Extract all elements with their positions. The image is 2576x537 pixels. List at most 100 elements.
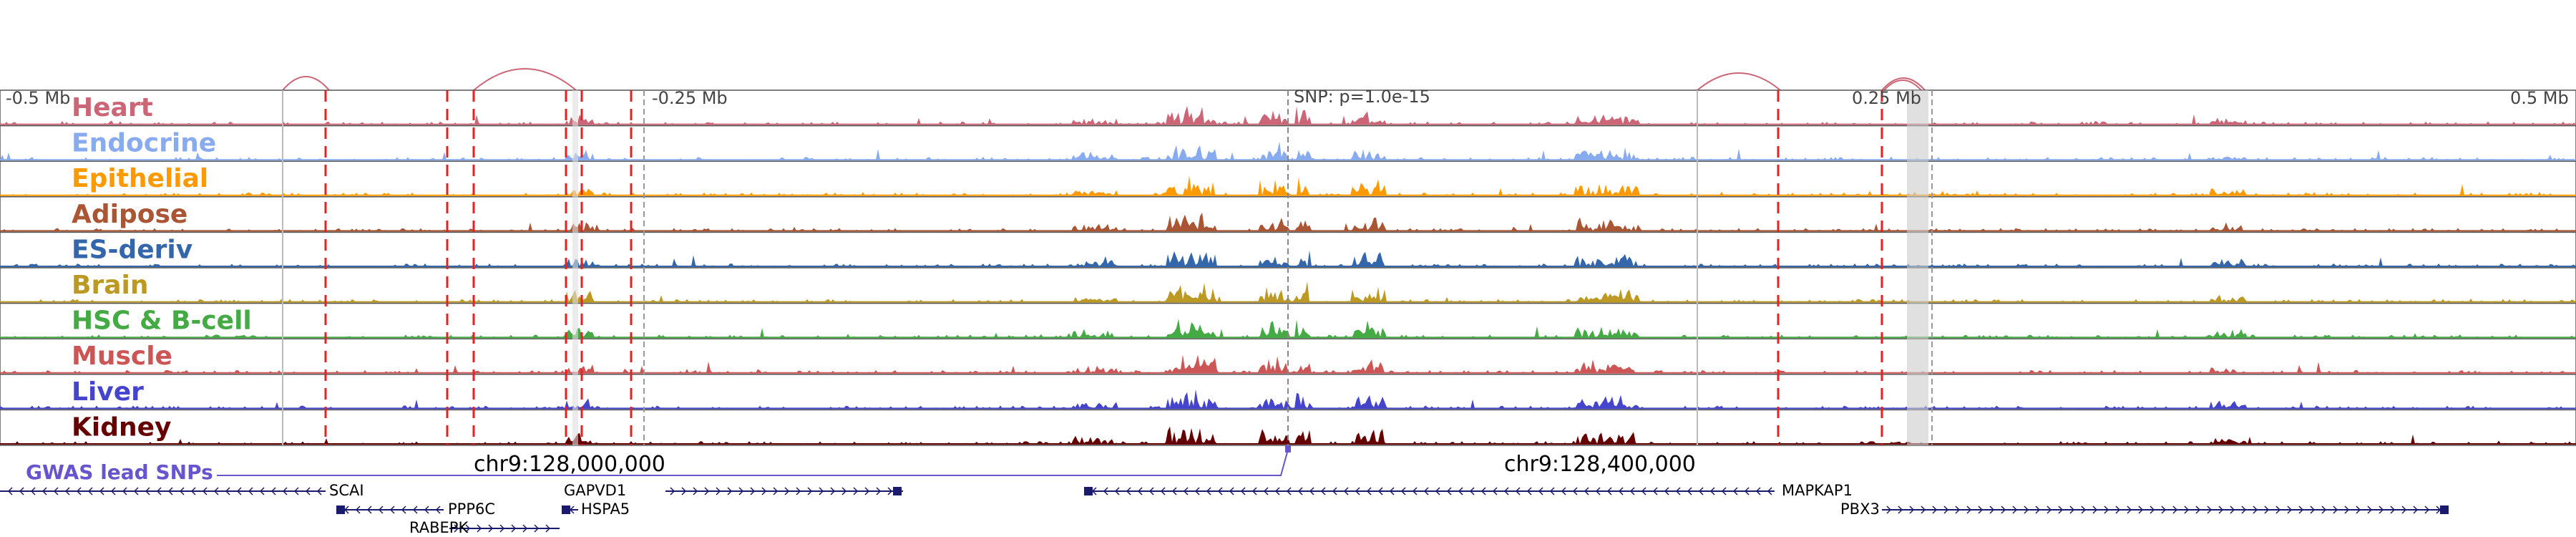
strand-arrow — [1698, 487, 1704, 495]
strand-arrow — [1171, 487, 1177, 495]
strand-arrow — [1206, 487, 1211, 495]
strand-arrow — [7, 487, 13, 495]
strand-arrow — [1955, 505, 1961, 514]
strand-arrow — [1183, 487, 1189, 495]
strand-arrow — [1240, 487, 1246, 495]
interaction-arc — [282, 76, 330, 91]
track-label: Brain — [72, 271, 148, 300]
strand-arrow — [293, 487, 299, 495]
strand-arrow — [156, 487, 162, 495]
strand-arrow — [1538, 487, 1543, 495]
strand-arrow — [270, 487, 276, 495]
strand-arrow — [727, 487, 733, 495]
strand-arrow — [1584, 487, 1589, 495]
gene-track — [0, 487, 2449, 533]
strand-arrow — [167, 487, 173, 495]
strand-arrow — [42, 487, 47, 495]
strand-arrow — [110, 487, 116, 495]
strand-arrow — [534, 524, 540, 533]
strand-arrow — [2115, 505, 2121, 514]
strand-arrow — [477, 524, 482, 533]
strand-arrow — [1606, 487, 1612, 495]
red-dashed-markers — [324, 90, 1883, 445]
strand-arrow — [316, 487, 322, 495]
signal-track — [0, 426, 2576, 444]
strand-arrow — [179, 487, 185, 495]
highlight-region — [1907, 90, 1928, 445]
strand-arrow — [499, 524, 505, 533]
strand-arrow — [1274, 487, 1280, 495]
strand-arrow — [841, 487, 847, 495]
strand-arrow — [2298, 505, 2304, 514]
strand-arrow — [76, 487, 82, 495]
strand-arrow — [2001, 505, 2006, 514]
strand-arrow — [19, 487, 24, 495]
strand-arrow — [1898, 505, 1903, 514]
strand-arrow — [2401, 505, 2407, 514]
strand-arrow — [750, 487, 756, 495]
signal-track — [0, 212, 2576, 231]
gwas-label: GWAS lead SNPs — [26, 460, 213, 484]
strand-arrow — [2161, 505, 2167, 514]
strand-arrow — [864, 487, 870, 495]
signal-track — [0, 250, 2576, 266]
track-label: HSC & B-cell — [72, 306, 252, 336]
strand-arrow — [1526, 487, 1532, 495]
strand-arrow — [1664, 487, 1669, 495]
strand-arrow — [761, 487, 767, 495]
strand-arrow — [1721, 487, 1727, 495]
strand-arrow — [819, 487, 824, 495]
strand-arrow — [1320, 487, 1326, 495]
strand-arrow — [2218, 505, 2224, 514]
strand-arrow — [2138, 505, 2144, 514]
interaction-arcs — [282, 68, 1926, 91]
strand-arrow — [401, 505, 406, 514]
strand-arrow — [1286, 487, 1292, 495]
strand-arrow — [1252, 487, 1257, 495]
strand-arrow — [1595, 487, 1601, 495]
strand-arrow — [511, 524, 517, 533]
strand-arrow — [716, 487, 721, 495]
strand-arrow — [435, 505, 441, 514]
strand-arrow — [670, 487, 675, 495]
strand-arrow — [1732, 487, 1738, 495]
scale-right-label: 0.5 Mb — [2510, 88, 2569, 108]
strand-arrow — [1229, 487, 1234, 495]
gene-label-gapvd1: GAPVD1 — [564, 482, 626, 499]
strand-arrow — [2321, 505, 2327, 514]
strand-arrow — [2264, 505, 2270, 514]
track-labels: Heart Endocrine Epithelial Adipose ES-deriv B… — [72, 93, 252, 442]
strand-arrow — [1377, 487, 1383, 495]
strand-arrow — [1194, 487, 1200, 495]
gwas-connector — [217, 449, 1289, 476]
exon-block — [336, 505, 345, 514]
signal-track — [0, 141, 2576, 160]
strand-arrow — [1103, 487, 1108, 495]
track-label: Epithelial — [72, 164, 208, 193]
gwas-snp-marker — [1285, 445, 1291, 453]
track-label: Endocrine — [72, 129, 216, 158]
scale-mid-right-label: 0.25 Mb — [1852, 88, 1921, 108]
strand-arrow — [784, 487, 790, 495]
strand-arrow — [99, 487, 104, 495]
track-label: Heart — [72, 93, 153, 122]
strand-arrow — [2195, 505, 2201, 514]
strand-arrow — [53, 487, 59, 495]
strand-arrow — [830, 487, 836, 495]
interaction-arc — [473, 68, 577, 91]
signal-track — [0, 354, 2576, 373]
strand-arrow — [259, 487, 265, 495]
strand-arrow — [1160, 487, 1166, 495]
strand-arrow — [1549, 487, 1555, 495]
strand-arrow — [1148, 487, 1154, 495]
strand-arrow — [887, 487, 893, 495]
strand-arrow — [389, 505, 395, 514]
strand-arrow — [1114, 487, 1120, 495]
strand-arrow — [2424, 505, 2430, 514]
strand-arrow — [1652, 487, 1658, 495]
strand-arrow — [1389, 487, 1395, 495]
interaction-arc — [1697, 72, 1781, 91]
strand-arrow — [2230, 505, 2235, 514]
strand-arrow — [2333, 505, 2338, 514]
strand-arrow — [773, 487, 779, 495]
